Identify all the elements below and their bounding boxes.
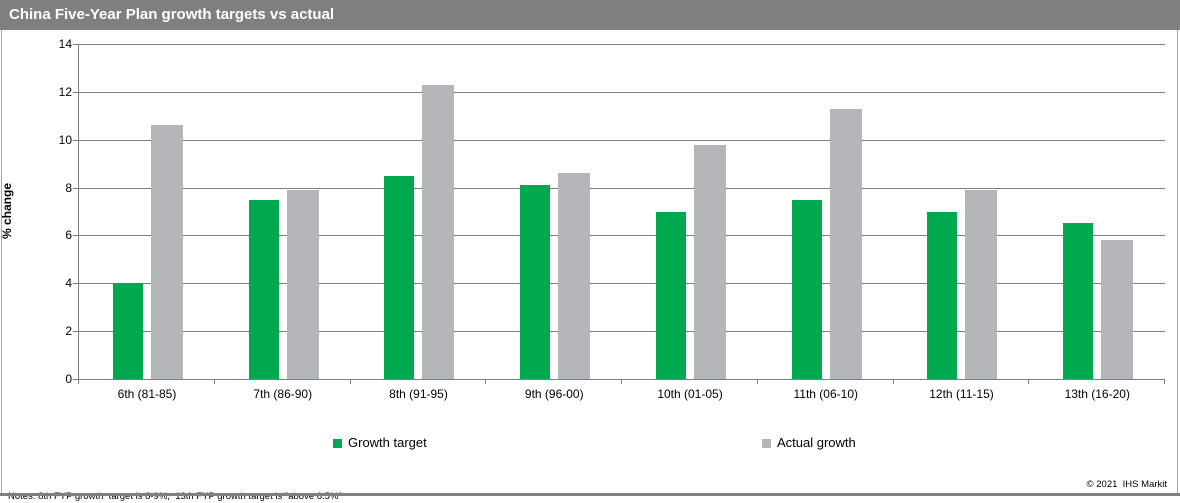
page-border-right xyxy=(1177,30,1178,496)
growth-target-legend-swatch xyxy=(333,438,342,448)
legend-item-actual-growth: Actual growth xyxy=(762,436,856,450)
actual-growth-bar xyxy=(1101,240,1134,379)
y-axis-title: % change xyxy=(0,183,14,240)
growth-target-bar xyxy=(791,199,822,379)
footnotes: Notes: 8th FYP growth target is 8-9%, 13… xyxy=(8,469,342,503)
x-axis-label: 11th (06-10) xyxy=(793,387,858,401)
y-axis-tick xyxy=(73,91,78,93)
x-axis-tick xyxy=(892,379,894,384)
x-axis-tick xyxy=(349,379,351,384)
legend-item-growth-target: Growth target xyxy=(333,436,427,450)
growth-target-bar xyxy=(655,211,686,379)
x-axis-tick xyxy=(1028,379,1030,384)
gridline xyxy=(79,91,1165,93)
bottom-rule xyxy=(0,493,1180,496)
growth-target-bar xyxy=(112,283,143,379)
y-axis-tick xyxy=(73,139,78,141)
page-border-left xyxy=(1,30,2,496)
growth-target-bar xyxy=(927,211,958,379)
actual-growth-bar xyxy=(693,144,726,379)
y-axis-label: 8 xyxy=(65,180,72,195)
actual-growth-legend-swatch xyxy=(762,438,771,448)
y-axis-tick xyxy=(73,44,78,45)
x-axis-label: 8th (91-95) xyxy=(389,387,448,401)
gridline xyxy=(79,235,1165,237)
y-axis-tick xyxy=(73,379,78,380)
x-axis-tick xyxy=(621,379,622,384)
growth-target-bar xyxy=(248,199,279,379)
x-axis-tick xyxy=(78,379,79,384)
growth-target-bar xyxy=(520,185,551,379)
copyright-text: © 2021 IHS Markit xyxy=(1086,479,1167,490)
x-axis-label: 13th (16-20) xyxy=(1064,387,1130,401)
x-axis-tick xyxy=(213,379,215,384)
y-axis-label: 12 xyxy=(58,84,72,99)
x-axis-label: 10th (01-05) xyxy=(657,387,723,401)
x-axis-label: 9th (96-00) xyxy=(524,387,584,401)
x-axis-tick xyxy=(1164,379,1165,384)
x-axis-label: 6th (81-85) xyxy=(117,387,177,401)
y-axis-label: 6 xyxy=(65,228,72,243)
actual-growth-bar xyxy=(829,108,862,379)
y-axis-tick xyxy=(73,187,78,189)
gridline xyxy=(79,187,1165,189)
y-axis-label: 14 xyxy=(58,37,72,51)
y-axis-label: 10 xyxy=(58,132,72,147)
y-axis-label: 2 xyxy=(65,324,72,339)
gridline xyxy=(79,331,1165,333)
actual-growth-bar xyxy=(965,189,998,379)
growth-target-legend-label: Growth target xyxy=(348,435,427,450)
y-axis-tick xyxy=(73,235,78,237)
chart-title-bar: China Five-Year Plan growth targets vs a… xyxy=(0,0,1180,30)
y-axis-tick xyxy=(73,283,78,285)
y-axis-label: 0 xyxy=(65,372,72,386)
actual-growth-bar xyxy=(150,125,183,379)
x-axis-label: 7th (86-90) xyxy=(253,387,313,401)
x-axis-label: 12th (11-15) xyxy=(929,387,994,401)
chart-title: China Five-Year Plan growth targets vs a… xyxy=(9,6,335,23)
gridline xyxy=(79,44,1165,45)
growth-target-bar xyxy=(384,175,415,379)
actual-growth-legend-label: Actual growth xyxy=(777,435,856,450)
x-axis-tick xyxy=(756,379,758,384)
y-axis-tick xyxy=(73,331,78,333)
actual-growth-bar xyxy=(422,84,455,379)
notes-line: Notes: 8th FYP growth target is 8-9%, 13… xyxy=(8,491,342,502)
gridline xyxy=(79,283,1165,285)
actual-growth-bar xyxy=(286,189,319,379)
growth-target-bar xyxy=(1063,223,1094,379)
actual-growth-bar xyxy=(558,173,591,379)
gridline xyxy=(79,139,1165,141)
x-axis-tick xyxy=(485,379,487,384)
y-axis-label: 4 xyxy=(65,276,72,291)
y-axis-line xyxy=(78,44,79,379)
